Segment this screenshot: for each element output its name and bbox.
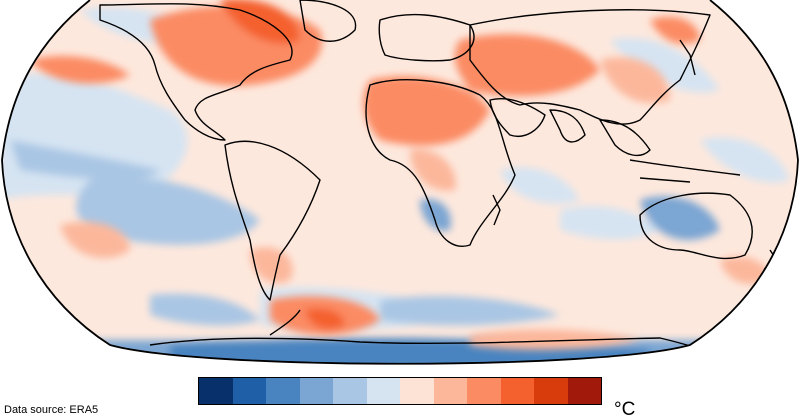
south-america-outline	[224, 140, 321, 301]
coastlines	[99, 0, 779, 363]
cool-anomaly-regions	[2, 7, 798, 364]
colorbar-swatch-5	[366, 378, 400, 404]
warm-anomaly-regions	[30, 0, 770, 350]
europe-outline	[378, 13, 475, 62]
colorbar-swatch-2	[266, 378, 300, 404]
asia-outline	[469, 9, 711, 125]
madagascar-outline	[492, 194, 501, 226]
north-america-outline	[99, 3, 293, 141]
india-outline	[549, 109, 586, 143]
indonesia-outline	[629, 159, 741, 183]
antarctic-peninsula-outline	[269, 309, 301, 336]
colorbar-swatch-11	[567, 378, 601, 404]
japan-outline	[679, 39, 696, 76]
colorbar-swatch-9	[500, 378, 534, 404]
colorbar-swatch-1	[232, 378, 266, 404]
africa-outline	[365, 79, 516, 247]
arabia-outline	[489, 98, 546, 137]
colorbar-unit-label: °C	[614, 399, 636, 420]
colorbar-swatch-7	[433, 378, 467, 404]
colorbar-swatch-8	[467, 378, 501, 404]
greenland-outline	[299, 0, 357, 42]
data-source-label: Data source: ERA5	[4, 404, 99, 416]
colorbar-swatch-0	[199, 378, 233, 404]
southeast-asia-outline	[599, 119, 651, 157]
colorbar	[198, 377, 602, 405]
colorbar-swatch-10	[534, 378, 568, 404]
australia-outline	[639, 192, 753, 260]
globe-boundary	[1, 0, 799, 365]
map-fill	[2, 0, 798, 364]
colorbar-swatch-6	[400, 378, 434, 404]
colorbar-swatch-3	[299, 378, 333, 404]
antarctica-outline	[149, 337, 741, 363]
colorbar-swatch-4	[333, 378, 367, 404]
world-map	[1, 0, 799, 365]
